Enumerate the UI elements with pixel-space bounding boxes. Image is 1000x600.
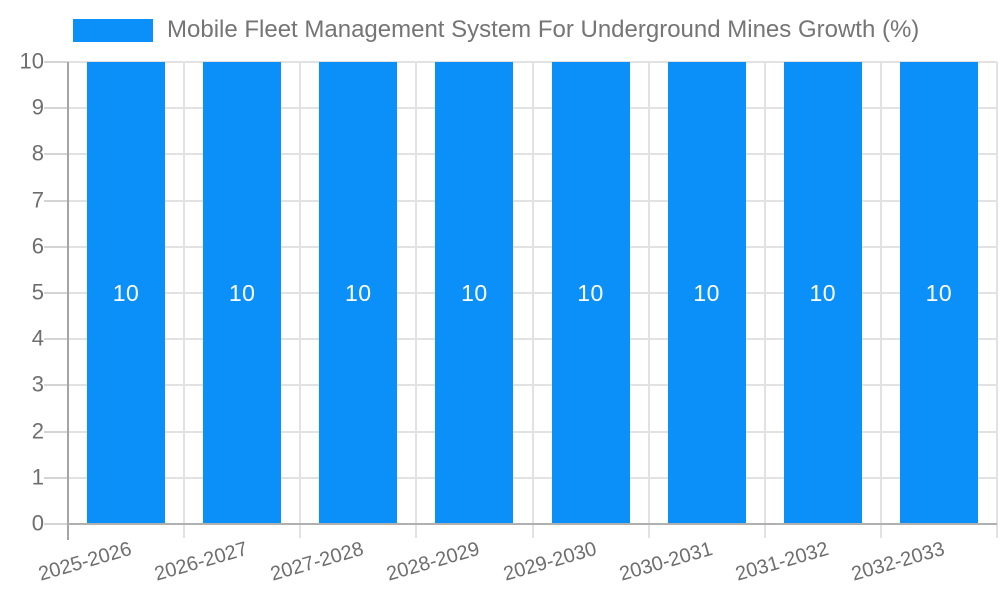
y-axis-label: 6 <box>31 233 44 259</box>
x-axis-label: 2029-2030 <box>500 538 599 586</box>
y-axis-label: 1 <box>31 464 44 490</box>
bar-value-label: 10 <box>577 279 604 306</box>
bar-value-label: 10 <box>809 279 837 306</box>
gridline-vertical <box>996 62 998 538</box>
x-axis-label: 2027-2028 <box>268 538 367 586</box>
bar-value-label: 10 <box>461 279 488 306</box>
gridline-vertical <box>647 62 650 538</box>
bar: 10 <box>87 62 166 524</box>
bar: 10 <box>899 62 978 524</box>
y-axis-label: 7 <box>31 187 44 213</box>
legend: Mobile Fleet Management System For Under… <box>73 16 919 44</box>
x-axis-label: 2030-2031 <box>616 538 715 586</box>
y-axis-label: 8 <box>31 140 44 166</box>
y-axis-label: 10 <box>19 48 44 74</box>
y-tick <box>44 199 68 202</box>
y-tick <box>44 107 68 110</box>
gridline-vertical <box>415 62 418 538</box>
y-tick <box>44 430 68 433</box>
bar-value-label: 10 <box>112 279 140 306</box>
bar: 10 <box>667 62 746 524</box>
bar-value-label: 10 <box>345 279 372 306</box>
x-axis-label: 2025-2026 <box>36 538 135 586</box>
y-tick <box>44 476 68 479</box>
bar: 10 <box>203 62 282 524</box>
legend-swatch <box>73 18 153 42</box>
y-axis-label: 3 <box>31 371 44 397</box>
y-tick <box>44 338 68 341</box>
gridline-vertical <box>183 62 186 538</box>
y-axis-line <box>67 62 69 540</box>
y-tick <box>44 523 68 525</box>
bar-value-label: 10 <box>925 279 953 306</box>
y-tick <box>44 61 68 63</box>
legend-label: Mobile Fleet Management System For Under… <box>167 16 920 43</box>
y-tick <box>44 292 68 294</box>
y-axis-label: 0 <box>31 510 44 536</box>
bar: 10 <box>783 62 862 524</box>
x-axis-label: 2032-2033 <box>848 538 948 586</box>
y-axis-label: 2 <box>31 418 44 444</box>
bar: 10 <box>319 62 398 524</box>
y-tick <box>44 245 68 248</box>
y-axis-label: 5 <box>31 279 44 305</box>
bar-value-label: 10 <box>693 279 720 306</box>
gridline-vertical <box>879 62 882 538</box>
y-tick <box>44 384 68 387</box>
y-tick <box>44 153 68 156</box>
y-axis-label: 9 <box>31 94 44 120</box>
gridline-vertical <box>531 62 534 538</box>
bar-value-label: 10 <box>228 279 256 306</box>
x-axis-line <box>68 523 997 525</box>
x-axis-label: 2026-2027 <box>152 538 251 586</box>
y-axis-label: 4 <box>31 325 44 351</box>
bar: 10 <box>551 62 630 524</box>
gridline-vertical <box>763 62 766 538</box>
x-axis-label: 2031-2032 <box>732 538 831 586</box>
gridline-vertical <box>299 62 302 538</box>
x-axis-label: 2028-2029 <box>384 538 483 586</box>
bar: 10 <box>435 62 514 524</box>
